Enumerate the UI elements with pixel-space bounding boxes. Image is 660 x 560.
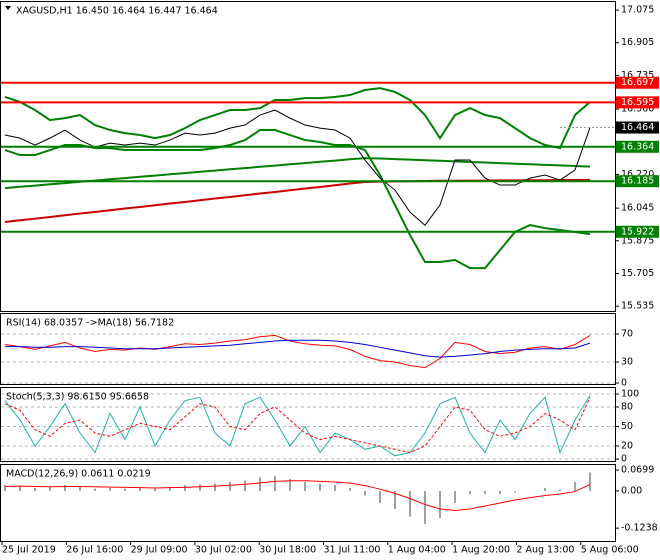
y-tick-label: 0.00 [621,485,642,496]
panel-frame [0,387,616,462]
panel-frame [0,313,616,385]
menu-icon [5,6,11,10]
series-line [4,157,591,190]
y-tick-label: 20 [621,441,633,452]
y-tick-label: 15.705 [621,268,654,279]
y-tick-label: 16.905 [621,37,654,48]
price-tag [616,121,659,134]
panel-frame [0,464,616,542]
level-tag [616,96,659,109]
panel-title: XAGUSD,H1 16.450 16.464 16.447 16.464 [16,6,218,17]
level-tag [616,225,659,238]
panel-title: MACD(12,26,9) 0.0611 0.0219 [6,469,151,480]
y-tick-label: 15.875 [621,235,654,246]
series-line [4,395,591,457]
y-tick-label: 70 [621,329,633,340]
x-tick-label: 2 Aug 13:00 [516,545,574,556]
series-line [4,397,591,454]
level-tag [616,175,659,188]
y-tick-label: 15.535 [621,301,654,312]
x-tick-label: 5 Aug 06:00 [581,545,639,556]
y-tick-label: 30 [621,357,633,368]
y-tick-label: -0.1238 [621,523,658,534]
y-tick-label: 16.735 [621,70,654,81]
x-tick-label: 1 Aug 20:00 [452,545,510,556]
level-label: 15.922 [621,226,654,237]
x-tick-label: 26 Jul 16:00 [66,545,123,556]
level-tag [616,140,659,153]
panel-title: Stoch(5,3,3) 98.6150 95.6658 [6,392,149,403]
price-label: 16.464 [621,122,654,133]
series-line [4,129,591,270]
y-tick-label: 16.220 [621,169,654,180]
y-tick-label: 16.045 [621,203,654,214]
y-tick-label: 50 [621,421,633,432]
y-tick-label: 100 [621,389,639,400]
x-tick-label: 30 Jul 02:00 [195,545,252,556]
panel-title: RSI(14) 68.0357 ->MA(18) 56.7182 [6,318,174,329]
y-tick-label: 16.560 [621,104,654,115]
series-line [5,339,591,358]
level-label: 16.595 [621,97,654,108]
series-line [4,87,591,150]
level-label: 16.697 [621,77,654,88]
y-tick-label: 0.0699 [621,465,654,476]
panel-frame [0,1,616,312]
y-tick-label: 0 [621,454,627,465]
x-tick-label: 30 Jul 18:00 [259,545,316,556]
x-tick-label: 29 Jul 09:00 [131,545,188,556]
x-tick-label: 31 Jul 11:00 [324,545,381,556]
level-tag [616,76,659,89]
y-tick-label: 17.075 [621,5,654,16]
level-label: 16.185 [621,176,654,187]
x-tick-label: 1 Aug 04:00 [388,545,446,556]
y-tick-label: 80 [621,402,633,413]
y-tick-label: 0 [621,378,627,389]
x-tick-label: 25 Jul 2019 [2,545,56,556]
series-line [4,480,591,511]
level-label: 16.364 [621,141,654,152]
